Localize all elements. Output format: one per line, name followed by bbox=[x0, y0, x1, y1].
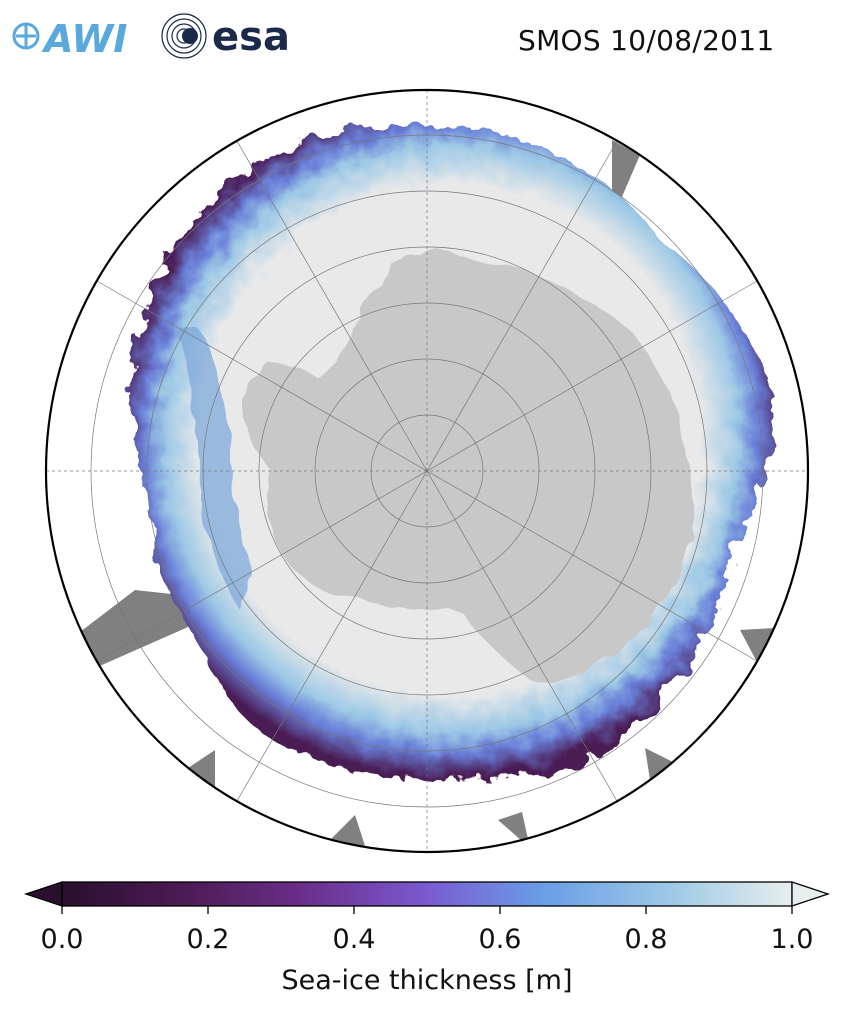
colorbar-tick-label: 0.2 bbox=[186, 924, 230, 955]
colorbar-gradient bbox=[61, 881, 793, 907]
esa-logo: esa bbox=[161, 13, 290, 60]
colorbar-tick-label: 0.8 bbox=[624, 924, 668, 955]
colorbar-extend-low bbox=[23, 881, 63, 907]
colorbar-tick-label: 0.4 bbox=[332, 924, 376, 955]
colorbar-tick-label: 0.6 bbox=[478, 924, 522, 955]
antarctica-landmass bbox=[240, 250, 694, 682]
graticule bbox=[46, 90, 808, 852]
colorbar bbox=[23, 881, 831, 914]
thin-ice-edge bbox=[180, 330, 255, 610]
colorbar-tick-marks bbox=[61, 906, 793, 914]
colorbar-label: Sea-ice thickness [m] bbox=[281, 965, 573, 996]
awi-logo-text: AWI bbox=[41, 17, 127, 61]
sea-ice-map bbox=[44, 88, 810, 854]
colorbar-extend-high bbox=[791, 881, 831, 907]
awi-logo: AWI bbox=[12, 17, 127, 61]
map-title: SMOS 10/08/2011 bbox=[518, 24, 775, 57]
colorbar-tick-label: 1.0 bbox=[770, 924, 814, 955]
colorbar-tick-label: 0.0 bbox=[40, 924, 84, 955]
esa-logo-text: esa bbox=[212, 14, 290, 60]
map-boundary bbox=[44, 88, 810, 854]
